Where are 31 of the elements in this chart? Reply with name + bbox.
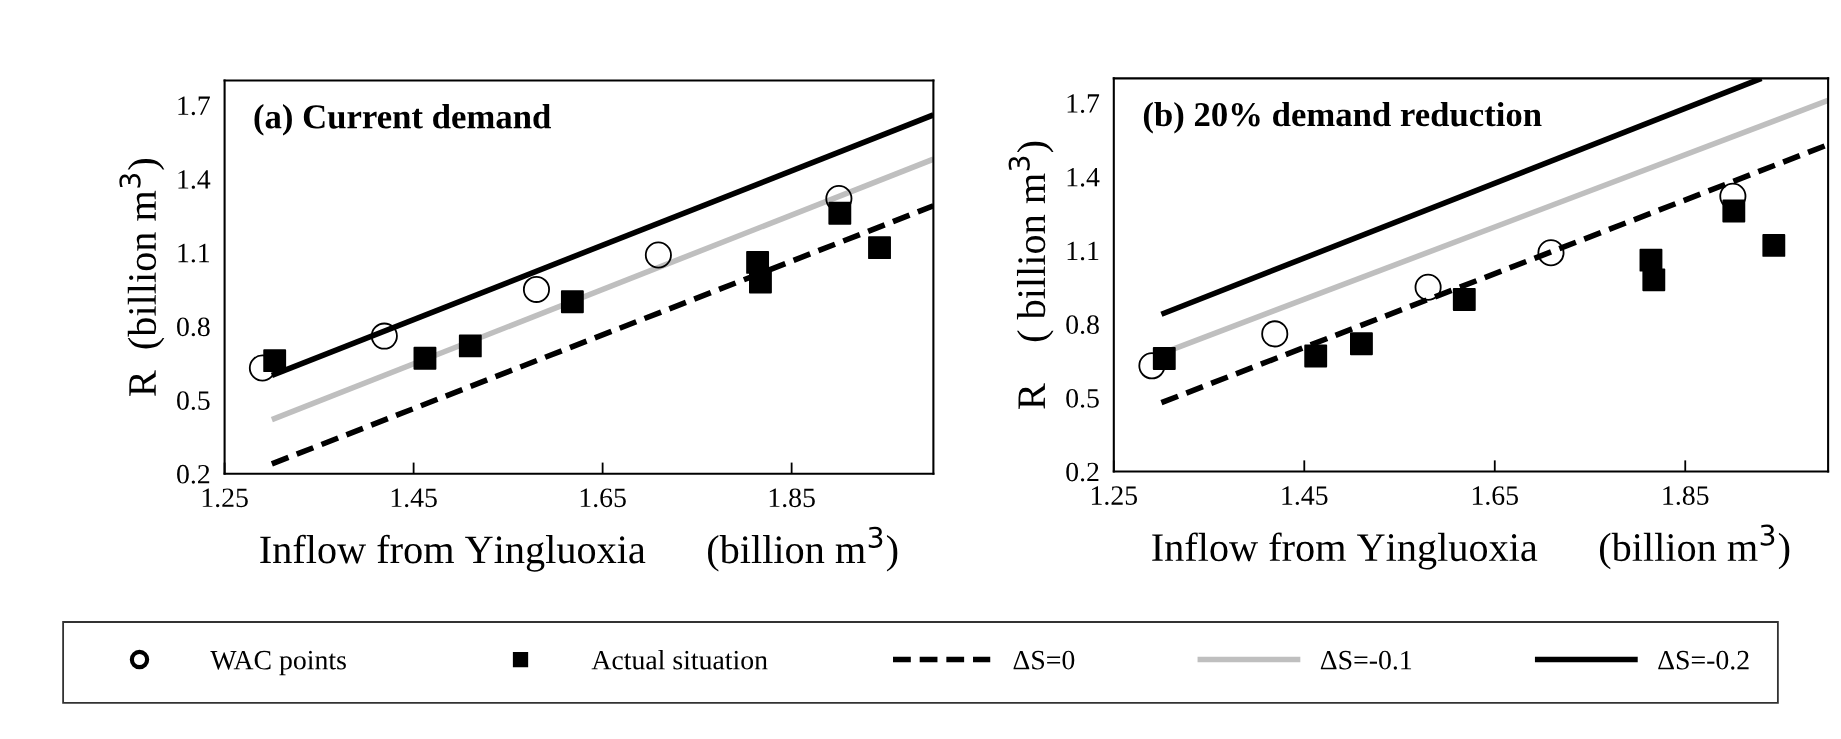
y-tick-label: 1.7 — [1067, 94, 1100, 113]
y-tick-label: 1.7 — [178, 96, 210, 116]
y-tick-label: 1.4 — [1067, 167, 1100, 187]
x-axis-title: Inflow from Yingluoxia (billion m$^{3}$) — [1152, 524, 1790, 570]
legend-label: WAC points — [210, 650, 346, 676]
text: (a) Current demand — [254, 104, 551, 136]
x-tick-label: 1.25 — [1091, 486, 1138, 506]
y-tick-label: 1.1 — [1067, 241, 1099, 261]
legend-label: ΔS=0 — [1013, 650, 1075, 670]
x-tick-label: 1.25 — [202, 488, 248, 508]
y-axis-title: R (billion m$^{3}$) — [119, 159, 165, 396]
x-tick-label: 1.65 — [1472, 486, 1518, 506]
y-tick-label: 0.5 — [1066, 388, 1099, 408]
legend-label: ΔS=-0.2 — [1658, 650, 1749, 670]
y-tick-label: 1.1 — [178, 243, 210, 263]
y-tick-label: 0.8 — [177, 317, 210, 337]
y-tick-label: 0.8 — [1066, 315, 1099, 335]
y-tick-label: 0.2 — [1066, 462, 1099, 482]
y-tick-label: 0.2 — [177, 464, 210, 484]
text: (b) 20% demand reduction — [1143, 101, 1542, 134]
legend-label: ΔS=-0.1 — [1320, 650, 1412, 670]
x-tick-label: 1.85 — [1663, 486, 1709, 506]
x-tick-label: 1.45 — [1282, 486, 1328, 506]
y-axis-title: R ( billion m$^{3}$) — [1008, 141, 1054, 409]
x-tick-label: 1.45 — [391, 488, 437, 508]
x-tick-label: 1.65 — [580, 488, 626, 508]
y-tick-label: 0.5 — [177, 391, 210, 411]
y-tick-label: 1.4 — [178, 170, 211, 189]
x-axis-title: Inflow from Yingluoxia (billion m$^{3}$) — [260, 526, 898, 572]
legend-label: Actual situation — [591, 649, 768, 670]
x-tick-label: 1.85 — [769, 488, 815, 508]
